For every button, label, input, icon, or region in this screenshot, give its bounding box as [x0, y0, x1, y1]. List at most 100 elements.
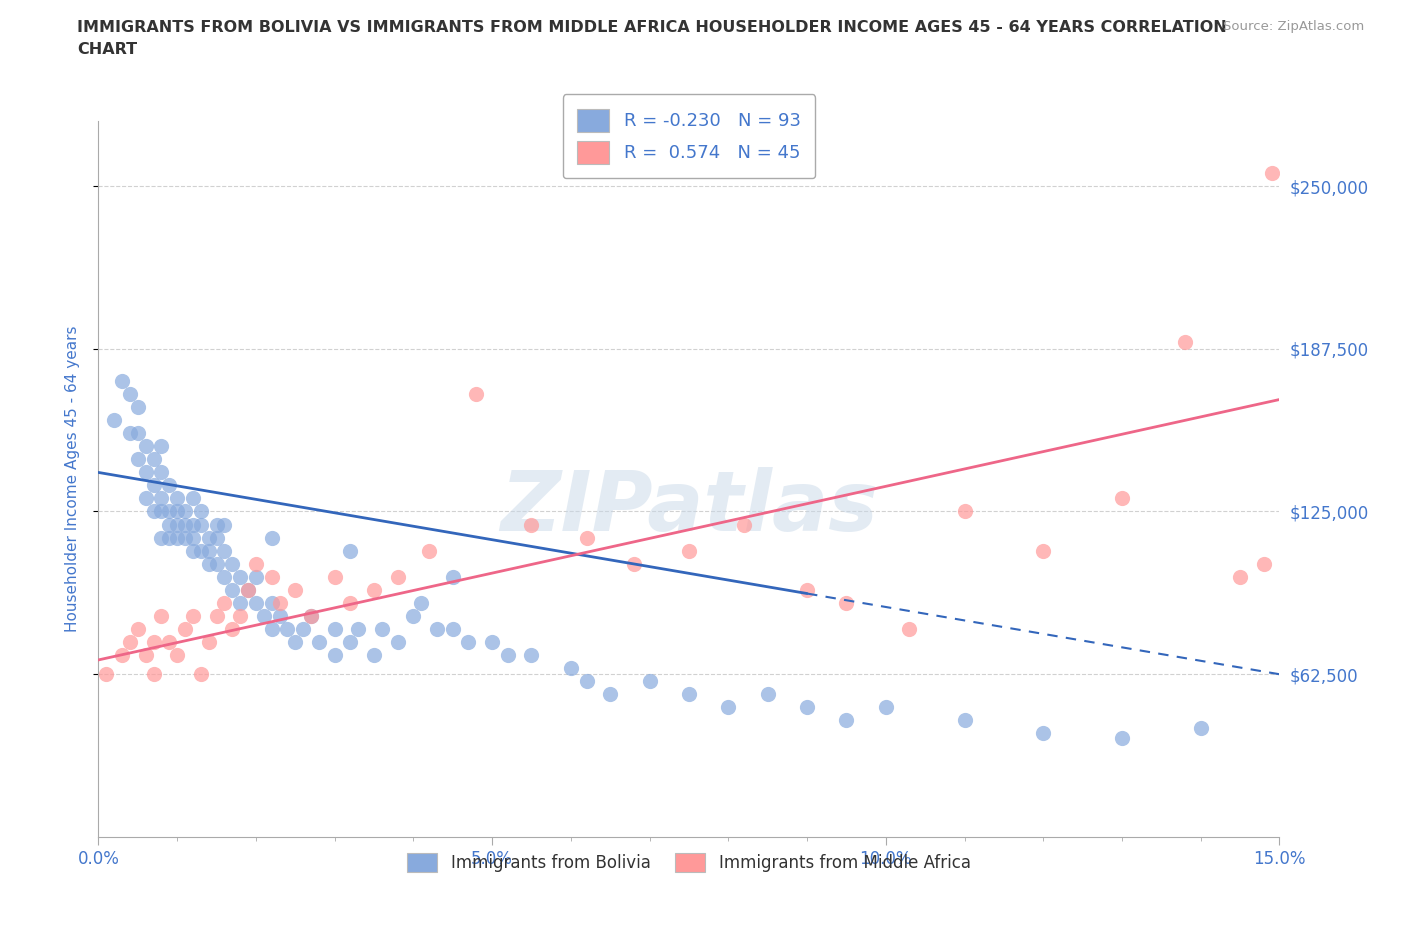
Point: [166, 647, 188, 662]
Point: [214, 517, 236, 532]
Point: [457, 634, 479, 649]
Point: [733, 517, 755, 532]
Point: [796, 699, 818, 714]
Point: [205, 556, 228, 571]
Point: [411, 595, 433, 610]
Point: [135, 465, 157, 480]
Point: [560, 660, 582, 675]
Point: [1032, 543, 1054, 558]
Point: [111, 647, 134, 662]
Point: [229, 608, 252, 623]
Point: [1229, 569, 1251, 584]
Point: [157, 504, 180, 519]
Point: [157, 530, 180, 545]
Point: [103, 413, 125, 428]
Point: [174, 504, 197, 519]
Point: [599, 686, 621, 701]
Point: [339, 634, 361, 649]
Point: [441, 621, 464, 636]
Point: [898, 621, 921, 636]
Point: [638, 673, 661, 688]
Point: [150, 608, 173, 623]
Point: [678, 686, 700, 701]
Point: [166, 517, 188, 532]
Point: [299, 608, 322, 623]
Point: [1189, 720, 1212, 735]
Point: [174, 517, 197, 532]
Point: [402, 608, 425, 623]
Point: [181, 543, 204, 558]
Point: [260, 530, 283, 545]
Text: IMMIGRANTS FROM BOLIVIA VS IMMIGRANTS FROM MIDDLE AFRICA HOUSEHOLDER INCOME AGES: IMMIGRANTS FROM BOLIVIA VS IMMIGRANTS FR…: [77, 20, 1227, 35]
Point: [127, 426, 149, 441]
Point: [520, 517, 543, 532]
Point: [575, 530, 598, 545]
Point: [796, 582, 818, 597]
Point: [299, 608, 322, 623]
Text: CHART: CHART: [77, 42, 138, 57]
Point: [496, 647, 519, 662]
Point: [142, 504, 165, 519]
Point: [214, 595, 236, 610]
Point: [481, 634, 503, 649]
Point: [835, 595, 858, 610]
Point: [150, 530, 173, 545]
Point: [236, 582, 259, 597]
Point: [205, 608, 228, 623]
Point: [575, 673, 598, 688]
Point: [308, 634, 330, 649]
Point: [292, 621, 315, 636]
Point: [465, 387, 488, 402]
Point: [426, 621, 449, 636]
Point: [835, 712, 858, 727]
Point: [441, 569, 464, 584]
Point: [197, 530, 219, 545]
Point: [1253, 556, 1275, 571]
Point: [190, 667, 212, 682]
Point: [253, 608, 276, 623]
Point: [1260, 166, 1282, 180]
Point: [205, 517, 228, 532]
Point: [150, 504, 173, 519]
Point: [269, 608, 291, 623]
Point: [363, 582, 385, 597]
Point: [371, 621, 394, 636]
Point: [190, 517, 212, 532]
Point: [221, 582, 243, 597]
Point: [166, 504, 188, 519]
Point: [221, 621, 243, 636]
Point: [323, 647, 346, 662]
Point: [181, 530, 204, 545]
Point: [157, 478, 180, 493]
Point: [96, 667, 118, 682]
Point: [135, 491, 157, 506]
Point: [214, 543, 236, 558]
Point: [520, 647, 543, 662]
Legend: Immigrants from Bolivia, Immigrants from Middle Africa: Immigrants from Bolivia, Immigrants from…: [401, 846, 977, 879]
Point: [284, 582, 307, 597]
Point: [157, 634, 180, 649]
Point: [127, 452, 149, 467]
Point: [1111, 731, 1133, 746]
Point: [142, 452, 165, 467]
Point: [347, 621, 370, 636]
Point: [118, 387, 141, 402]
Point: [127, 621, 149, 636]
Point: [236, 582, 259, 597]
Point: [363, 647, 385, 662]
Point: [276, 621, 298, 636]
Point: [260, 569, 283, 584]
Point: [756, 686, 779, 701]
Point: [953, 504, 976, 519]
Point: [166, 530, 188, 545]
Point: [284, 634, 307, 649]
Point: [1032, 725, 1054, 740]
Point: [181, 517, 204, 532]
Point: [150, 439, 173, 454]
Point: [190, 543, 212, 558]
Point: [229, 595, 252, 610]
Point: [953, 712, 976, 727]
Point: [623, 556, 645, 571]
Point: [339, 543, 361, 558]
Point: [197, 556, 219, 571]
